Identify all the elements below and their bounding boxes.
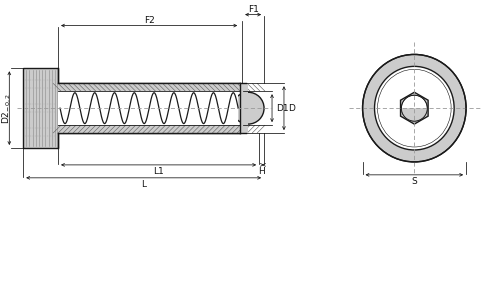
Text: S: S [412, 177, 417, 186]
Polygon shape [58, 91, 240, 125]
Polygon shape [58, 83, 240, 91]
Polygon shape [400, 92, 428, 124]
Polygon shape [60, 92, 238, 124]
Text: D1: D1 [276, 104, 288, 113]
Text: L1: L1 [153, 167, 164, 176]
Wedge shape [402, 108, 427, 121]
Polygon shape [240, 83, 248, 133]
Polygon shape [58, 83, 240, 133]
Ellipse shape [362, 54, 466, 162]
Circle shape [402, 95, 427, 121]
Polygon shape [23, 68, 58, 148]
Text: D: D [288, 104, 295, 113]
Text: H: H [258, 167, 265, 176]
Circle shape [232, 92, 264, 124]
Polygon shape [58, 125, 240, 133]
Text: F1: F1 [248, 5, 258, 14]
Text: L: L [141, 180, 146, 189]
Ellipse shape [374, 66, 454, 150]
Text: F2: F2 [144, 16, 154, 25]
Text: D2$_{-0,2}$: D2$_{-0,2}$ [1, 93, 14, 123]
Ellipse shape [378, 69, 451, 147]
